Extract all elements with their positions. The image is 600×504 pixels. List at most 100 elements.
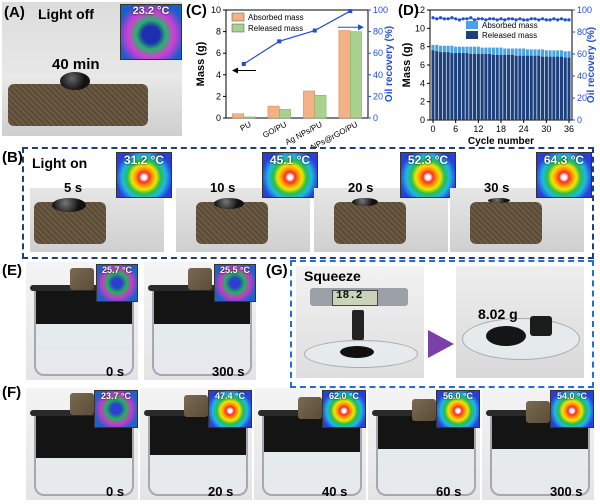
- y2-tick-label: 80: [373, 27, 383, 37]
- category-label: PU: [239, 120, 253, 133]
- panel-e-thermal-image: 25.7 °C: [96, 264, 138, 302]
- bar-released: [243, 116, 256, 119]
- bar-released: [518, 55, 522, 121]
- bar-released: [473, 54, 477, 120]
- thermal-temperature: 54.0 °C: [556, 391, 588, 401]
- panel-g-title: Squeeze: [304, 268, 361, 284]
- y-tick-label: 6: [420, 60, 425, 70]
- panel-e-thermal-image: 25.5 °C: [214, 264, 256, 302]
- panel-c-label: (C): [186, 2, 207, 19]
- panel-b-photo: [450, 188, 584, 252]
- oil-droplet: [488, 198, 510, 203]
- thermal-temperature: 52.3 °C: [407, 153, 449, 167]
- beaker: [34, 413, 134, 496]
- legend-label: Released mass: [482, 31, 537, 40]
- thermal-temperature: 25.5 °C: [219, 265, 251, 275]
- sponge-cube: [298, 397, 322, 419]
- bar-released: [499, 54, 503, 120]
- bar-released: [457, 53, 461, 121]
- x-tick-label: 6: [453, 124, 458, 134]
- recovery-point: [495, 18, 499, 22]
- bar-released: [442, 52, 446, 120]
- bar-released: [567, 57, 571, 120]
- recovery-point: [484, 18, 488, 22]
- y-tick-label: 12: [415, 5, 425, 15]
- y2-axis-label: Oil recovery (%): [384, 26, 395, 102]
- oil-droplet: [214, 198, 244, 209]
- bar-released: [552, 56, 556, 120]
- y-tick-label: 10: [211, 5, 221, 15]
- bar-released: [279, 109, 291, 119]
- y-tick-label: 8: [420, 42, 425, 52]
- recovery-point: [450, 16, 454, 20]
- panel-b-thermal-image: 52.3 °C: [400, 152, 456, 198]
- recovery-point: [548, 18, 552, 22]
- y-axis-label: Mass (g): [195, 41, 207, 86]
- bar-released: [480, 54, 484, 120]
- thermal-temperature: 62.0 °C: [328, 391, 360, 401]
- time-label: 300 s: [212, 364, 245, 379]
- recovery-point: [312, 28, 317, 33]
- bar-released: [556, 56, 560, 120]
- oil-puddle: [340, 346, 374, 358]
- legend-swatch: [466, 21, 478, 29]
- panel-f-thermal-image: 56.0 °C: [436, 390, 480, 428]
- x-tick-label: 18: [496, 124, 506, 134]
- panel-e-label: (E): [2, 262, 22, 279]
- collected-mass: 8.02 g: [478, 306, 518, 322]
- recovery-point: [537, 18, 541, 22]
- sponge: [334, 202, 406, 244]
- sponge: [8, 84, 148, 126]
- y-tick-label: 8: [216, 27, 221, 37]
- y2-tick-label: 100: [577, 5, 592, 15]
- y2-tick-label: 80: [577, 27, 587, 37]
- recovery-point: [446, 17, 450, 21]
- legend-swatch: [231, 12, 245, 22]
- time-label: 0 s: [106, 364, 125, 379]
- time-label: 40 s: [322, 484, 348, 499]
- recovery-point: [465, 17, 469, 21]
- time-label: 60 s: [436, 484, 462, 499]
- recovery-point: [480, 17, 484, 21]
- recovery-point: [457, 18, 462, 22]
- panel-b-frame: [22, 147, 594, 259]
- sponge: [196, 202, 268, 244]
- bar-released: [510, 54, 514, 120]
- y2-tick-label: 40: [373, 70, 383, 80]
- panel-d-label: (D): [398, 2, 419, 19]
- x-tick-label: 30: [541, 124, 551, 134]
- oil-droplet: [60, 72, 90, 90]
- sponge-cube: [412, 399, 436, 421]
- panel-f-thermal-image: 62.0 °C: [322, 390, 366, 428]
- y-tick-label: 0: [420, 115, 425, 125]
- legend-label: Absorbed mass: [248, 13, 304, 22]
- x-axis-label: Cycle number: [468, 136, 534, 147]
- recovery-point: [552, 17, 556, 21]
- panel-a-thermal-image: 23.2 °C: [120, 4, 182, 60]
- panel-g-frame: [290, 260, 594, 388]
- bar-released: [350, 31, 362, 119]
- sponge-cube: [188, 268, 212, 290]
- bar-released: [541, 56, 545, 120]
- bar-released: [522, 55, 526, 121]
- panel-f-thermal-image: 23.7 °C: [94, 390, 138, 428]
- y-tick-label: 4: [216, 70, 221, 80]
- thermal-temperature: 23.7 °C: [100, 391, 132, 401]
- panel-f-thermal-image: 47.4 °C: [208, 390, 252, 428]
- panel-b-label: (B): [2, 149, 23, 166]
- recovery-point: [438, 16, 443, 20]
- bar-released: [507, 54, 511, 120]
- legend-swatch: [466, 31, 478, 39]
- recovery-point: [563, 18, 567, 22]
- bar-released: [488, 54, 492, 120]
- recovery-point: [510, 17, 514, 21]
- recovery-point: [525, 18, 530, 22]
- y-tick-label: 4: [420, 78, 425, 88]
- arrow-right-icon: [358, 24, 364, 31]
- y2-tick-label: 40: [577, 71, 587, 81]
- panel-b-photo: [176, 188, 310, 252]
- recovery-point: [506, 17, 511, 21]
- x-tick-label: 24: [519, 124, 529, 134]
